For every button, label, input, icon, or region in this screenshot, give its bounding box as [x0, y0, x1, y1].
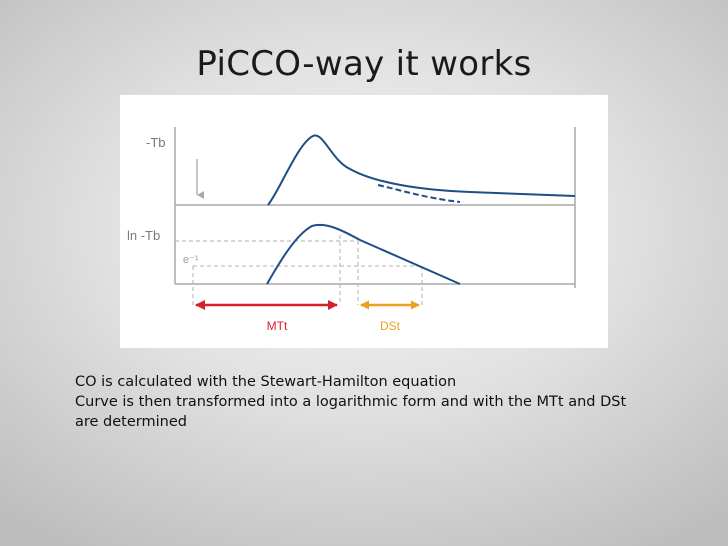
top-curve-label: -Tb [146, 135, 166, 150]
explanation-line-2: Curve is then transformed into a logarit… [75, 394, 627, 410]
threshold-label: e⁻¹ [183, 254, 199, 266]
diagram-canvas: -Tb ln -Tb e⁻¹ MTt DSt [127, 127, 576, 333]
explanation-line-3: are determined [75, 414, 187, 430]
log-transformed-curve [266, 223, 461, 285]
explanation-line-1: CO is calculated with the Stewart-Hamilt… [75, 374, 457, 390]
thermodilution-diagram: -Tb ln -Tb e⁻¹ MTt DSt [120, 95, 608, 348]
explanation-text: CO is calculated with the Stewart-Hamilt… [75, 372, 695, 432]
slide-title: PiCCO-way it works [196, 44, 532, 84]
extrapolated-decay-curve [377, 184, 461, 203]
dst-label: DSt [380, 319, 401, 333]
mtt-label: MTt [267, 319, 288, 333]
bottom-curve-label: ln -Tb [127, 228, 160, 243]
thermodilution-curve [267, 134, 576, 206]
